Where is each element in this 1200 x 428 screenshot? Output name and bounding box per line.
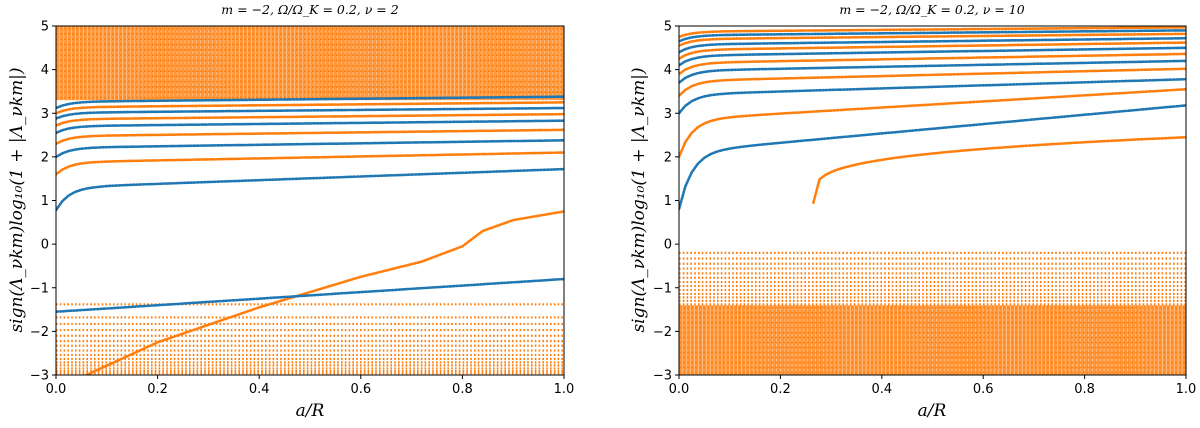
series-3 xyxy=(679,77,1186,115)
y-tick-label: −3 xyxy=(653,369,672,384)
x-tick-label: 0.6 xyxy=(350,382,371,397)
x-tick-label: 0.4 xyxy=(249,382,270,397)
dense-orange-band xyxy=(679,305,1186,375)
y-tick-label: 0 xyxy=(41,238,49,253)
series-9 xyxy=(679,36,1186,54)
panel-right: m = −2, Ω/Ω_K = 0.2, ν = 10 0.0 0.2 0.4 0.6… xyxy=(629,2,1196,421)
series-8 xyxy=(56,95,564,110)
series-10 xyxy=(679,32,1186,47)
series-5 xyxy=(56,112,564,127)
y-tick-label: 1 xyxy=(41,194,49,209)
left-chart-title: m = −2, Ω/Ω_K = 0.2, ν = 2 xyxy=(221,2,398,17)
right-x-axis-label: a/R xyxy=(918,401,947,421)
right-y-axis-label: sign(Λ_νkm)log₁₀(1 + |Λ_νkm|) xyxy=(629,67,649,332)
x-tick-label: 0.8 xyxy=(452,382,473,397)
series-4 xyxy=(679,67,1186,98)
series-12 xyxy=(679,26,1186,39)
left-x-axis-label: a/R xyxy=(296,401,325,421)
y-tick-label: 5 xyxy=(41,20,49,35)
y-tick-label: 4 xyxy=(41,63,49,78)
series-9 xyxy=(85,210,564,375)
right-axis-ticks: 0.0 0.2 0.4 0.6 0.8 1.0 −3 −2 −1 0 1 2 3 4 5 xyxy=(653,20,1197,398)
series-0 xyxy=(56,167,564,212)
series-7 xyxy=(679,46,1186,67)
series-1 xyxy=(679,104,1186,211)
left-plot-area xyxy=(56,26,564,375)
right-chart-title: m = −2, Ω/Ω_K = 0.2, ν = 10 xyxy=(839,2,1024,17)
y-tick-label: −1 xyxy=(30,281,49,296)
series-1 xyxy=(56,151,564,176)
series-6 xyxy=(679,52,1186,76)
y-tick-label: 2 xyxy=(664,150,672,165)
left-axis-ticks: 0.0 0.2 0.4 0.6 0.8 1.0 −3 −2 −1 0 1 2 3 4 5 xyxy=(30,20,575,398)
panel-left: m = −2, Ω/Ω_K = 0.2, ν = 2 0.0 0.2 0.4 0.6 0… xyxy=(7,2,574,421)
series-5 xyxy=(679,59,1186,84)
x-tick-label: 1.0 xyxy=(554,382,575,397)
x-tick-label: 0.0 xyxy=(669,382,690,397)
x-tick-label: 0.4 xyxy=(871,382,892,397)
series-2 xyxy=(679,88,1186,159)
y-tick-label: 0 xyxy=(664,238,672,253)
x-tick-label: 0.6 xyxy=(973,382,994,397)
x-tick-label: 0.2 xyxy=(147,382,168,397)
y-tick-label: 4 xyxy=(664,63,672,78)
series-2 xyxy=(56,139,564,159)
series-0 xyxy=(812,135,1186,204)
y-tick-label: 5 xyxy=(664,20,672,35)
series-10 xyxy=(56,277,564,313)
y-tick-label: 3 xyxy=(664,107,672,122)
series-6 xyxy=(56,106,564,120)
y-tick-label: −2 xyxy=(30,325,49,340)
y-tick-label: 3 xyxy=(41,107,49,122)
x-tick-label: 0.2 xyxy=(770,382,791,397)
y-tick-label: 1 xyxy=(664,194,672,209)
series-3 xyxy=(56,128,564,146)
series-7 xyxy=(56,101,564,115)
y-tick-label: −2 xyxy=(653,325,672,340)
right-plot-area xyxy=(679,26,1186,375)
y-tick-label: 2 xyxy=(41,150,49,165)
x-tick-label: 0.0 xyxy=(46,382,67,397)
x-tick-label: 1.0 xyxy=(1176,382,1197,397)
dense-orange-band xyxy=(56,26,564,101)
series-11 xyxy=(679,29,1186,43)
y-tick-label: −3 xyxy=(30,369,49,384)
series-8 xyxy=(679,41,1186,60)
y-tick-label: −1 xyxy=(653,281,672,296)
series-4 xyxy=(56,119,564,135)
left-y-axis-label: sign(Λ_νkm)log₁₀(1 + |Λ_νkm|) xyxy=(7,67,27,332)
x-tick-label: 0.8 xyxy=(1074,382,1095,397)
